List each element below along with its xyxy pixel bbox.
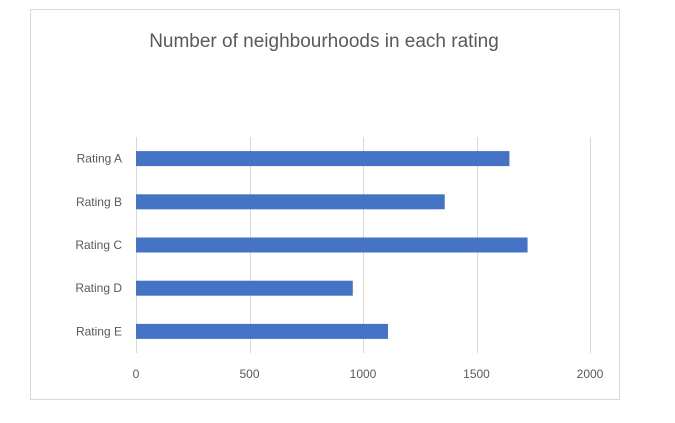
x-tick-label: 2000 bbox=[577, 367, 604, 381]
bar-rating-d bbox=[136, 280, 353, 296]
x-tick-label: 0 bbox=[133, 367, 140, 381]
bar-rating-e bbox=[136, 323, 388, 339]
bar-rating-c bbox=[136, 237, 528, 253]
bar-rating-a bbox=[136, 151, 510, 167]
category-label: Rating B bbox=[76, 195, 122, 209]
bar-rating-b bbox=[136, 194, 445, 210]
category-label: Rating D bbox=[75, 281, 122, 295]
x-tick-label: 1500 bbox=[463, 367, 490, 381]
category-label: Rating C bbox=[75, 238, 122, 252]
bars bbox=[136, 151, 528, 339]
chart-title: Number of neighbourhoods in each rating bbox=[149, 31, 499, 52]
x-tick-label: 1000 bbox=[350, 367, 377, 381]
category-labels: Rating A Rating B Rating C Rating D Rating E bbox=[75, 152, 122, 339]
x-tick-labels: 0 500 1000 1500 2000 bbox=[133, 367, 604, 381]
x-tick-label: 500 bbox=[239, 367, 259, 381]
category-label: Rating E bbox=[76, 324, 122, 338]
category-label: Rating A bbox=[77, 152, 122, 166]
